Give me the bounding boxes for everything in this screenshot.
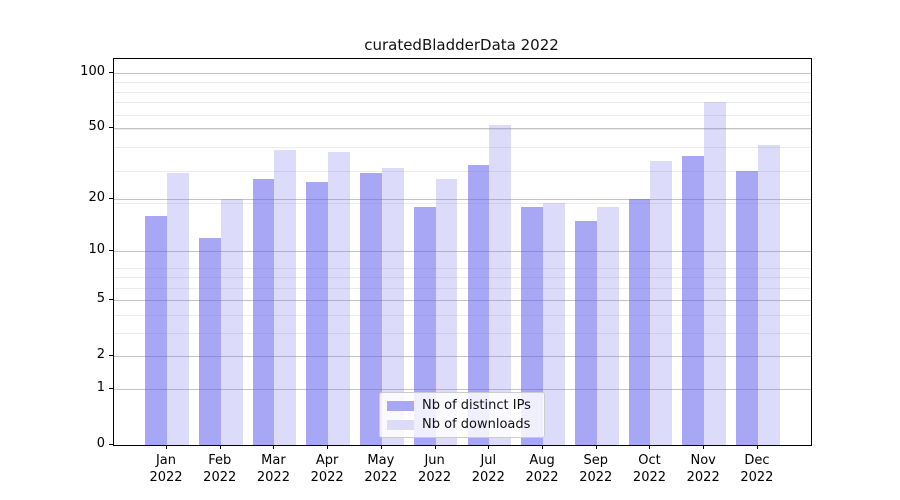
y-tick-label: 0 (96, 435, 105, 451)
y-tick-label: 100 (80, 63, 105, 79)
bar-distinct-ips (628, 199, 651, 445)
x-tick-mark (703, 444, 705, 449)
gridline-minor (114, 203, 811, 205)
legend-swatch-distinct-ips (387, 400, 414, 411)
x-tick-label: Mar 2022 (256, 452, 290, 485)
gridline-major (114, 251, 811, 253)
bar-distinct-ips (574, 221, 597, 445)
gridline-minor (114, 91, 811, 93)
x-tick-mark (327, 444, 329, 449)
y-tick-mark (109, 126, 113, 128)
bar-downloads (704, 102, 726, 445)
x-tick-mark (219, 444, 221, 449)
x-tick-mark (273, 444, 275, 449)
y-tick-mark (109, 443, 113, 445)
x-tick-mark (756, 444, 758, 449)
x-tick-mark (380, 444, 382, 449)
y-tick-mark (109, 299, 113, 301)
y-tick-label: 1 (96, 379, 105, 395)
bar-distinct-ips (252, 179, 275, 445)
x-tick-label: Feb 2022 (203, 452, 237, 485)
gridline-major (114, 388, 811, 390)
gridline-minor (114, 332, 811, 334)
gridline-minor (114, 147, 811, 149)
y-tick-label: 20 (88, 190, 105, 206)
bar-downloads (220, 199, 243, 445)
gridline-minor (114, 314, 811, 316)
gridline-major (114, 199, 811, 201)
y-tick-label: 10 (88, 242, 105, 258)
gridline-major (114, 127, 811, 129)
legend-item-distinct-ips: Nb of distinct IPs (387, 398, 544, 413)
bar-downloads (167, 173, 189, 445)
x-tick-mark (434, 444, 436, 449)
gridline-minor (114, 267, 811, 269)
bar-downloads (650, 160, 673, 445)
gridline-major (114, 300, 811, 302)
x-tick-mark (488, 444, 490, 449)
bar-distinct-ips (413, 207, 436, 445)
y-tick-mark (109, 387, 113, 389)
x-tick-label: Jul 2022 (471, 452, 505, 485)
bar-downloads (435, 179, 458, 445)
x-tick-label: Oct 2022 (632, 452, 667, 485)
gridline-minor (114, 287, 811, 289)
bar-distinct-ips (521, 207, 544, 445)
legend-label-downloads: Nb of downloads (422, 417, 531, 432)
x-tick-label: Aug 2022 (525, 452, 559, 485)
y-tick-label: 5 (96, 291, 105, 307)
x-tick-mark (542, 444, 544, 449)
bar-downloads (543, 203, 565, 445)
legend: Nb of distinct IPs Nb of downloads (379, 392, 545, 438)
legend-label-distinct-ips: Nb of distinct IPs (422, 398, 531, 413)
x-tick-mark (595, 444, 597, 449)
bar-downloads (274, 149, 297, 445)
x-tick-label: Jun 2022 (418, 452, 452, 485)
x-tick-label: Sep 2022 (579, 452, 613, 485)
gridline-minor (114, 277, 811, 279)
plot-area (113, 58, 812, 446)
bar-distinct-ips (467, 165, 490, 445)
bar-downloads (757, 145, 780, 445)
x-tick-label: Jan 2022 (149, 452, 183, 485)
gridline-minor (114, 170, 811, 172)
y-tick-mark (109, 198, 113, 200)
bar-distinct-ips (736, 170, 758, 445)
gridline-major (114, 356, 811, 358)
bar-downloads (328, 151, 350, 445)
bar-distinct-ips (145, 216, 167, 445)
bar-distinct-ips (198, 237, 221, 445)
y-tick-mark (109, 250, 113, 252)
gridline-major (114, 72, 811, 74)
legend-swatch-downloads (387, 419, 414, 430)
bar-distinct-ips (682, 155, 705, 445)
gridline-minor (114, 114, 811, 116)
gridline-minor (114, 102, 811, 104)
chart-title: curatedBladderData 2022 (364, 36, 559, 54)
y-tick-label: 2 (96, 347, 105, 363)
y-tick-mark (109, 71, 113, 73)
x-tick-label: Dec 2022 (740, 452, 774, 485)
y-tick-label: 50 (88, 118, 105, 134)
x-tick-label: Nov 2022 (686, 452, 720, 485)
x-tick-label: Apr 2022 (310, 452, 344, 485)
gridline-minor (114, 82, 811, 84)
x-tick-mark (649, 444, 651, 449)
x-tick-mark (166, 444, 167, 449)
legend-item-downloads: Nb of downloads (387, 417, 544, 432)
bar-distinct-ips (360, 173, 382, 445)
y-tick-mark (109, 355, 113, 357)
bar-downloads (596, 207, 619, 445)
bar-downloads (489, 124, 512, 445)
bar-downloads (381, 168, 404, 445)
x-tick-label: May 2022 (364, 452, 398, 485)
bar-distinct-ips (306, 182, 329, 445)
gridline-minor (114, 129, 811, 131)
